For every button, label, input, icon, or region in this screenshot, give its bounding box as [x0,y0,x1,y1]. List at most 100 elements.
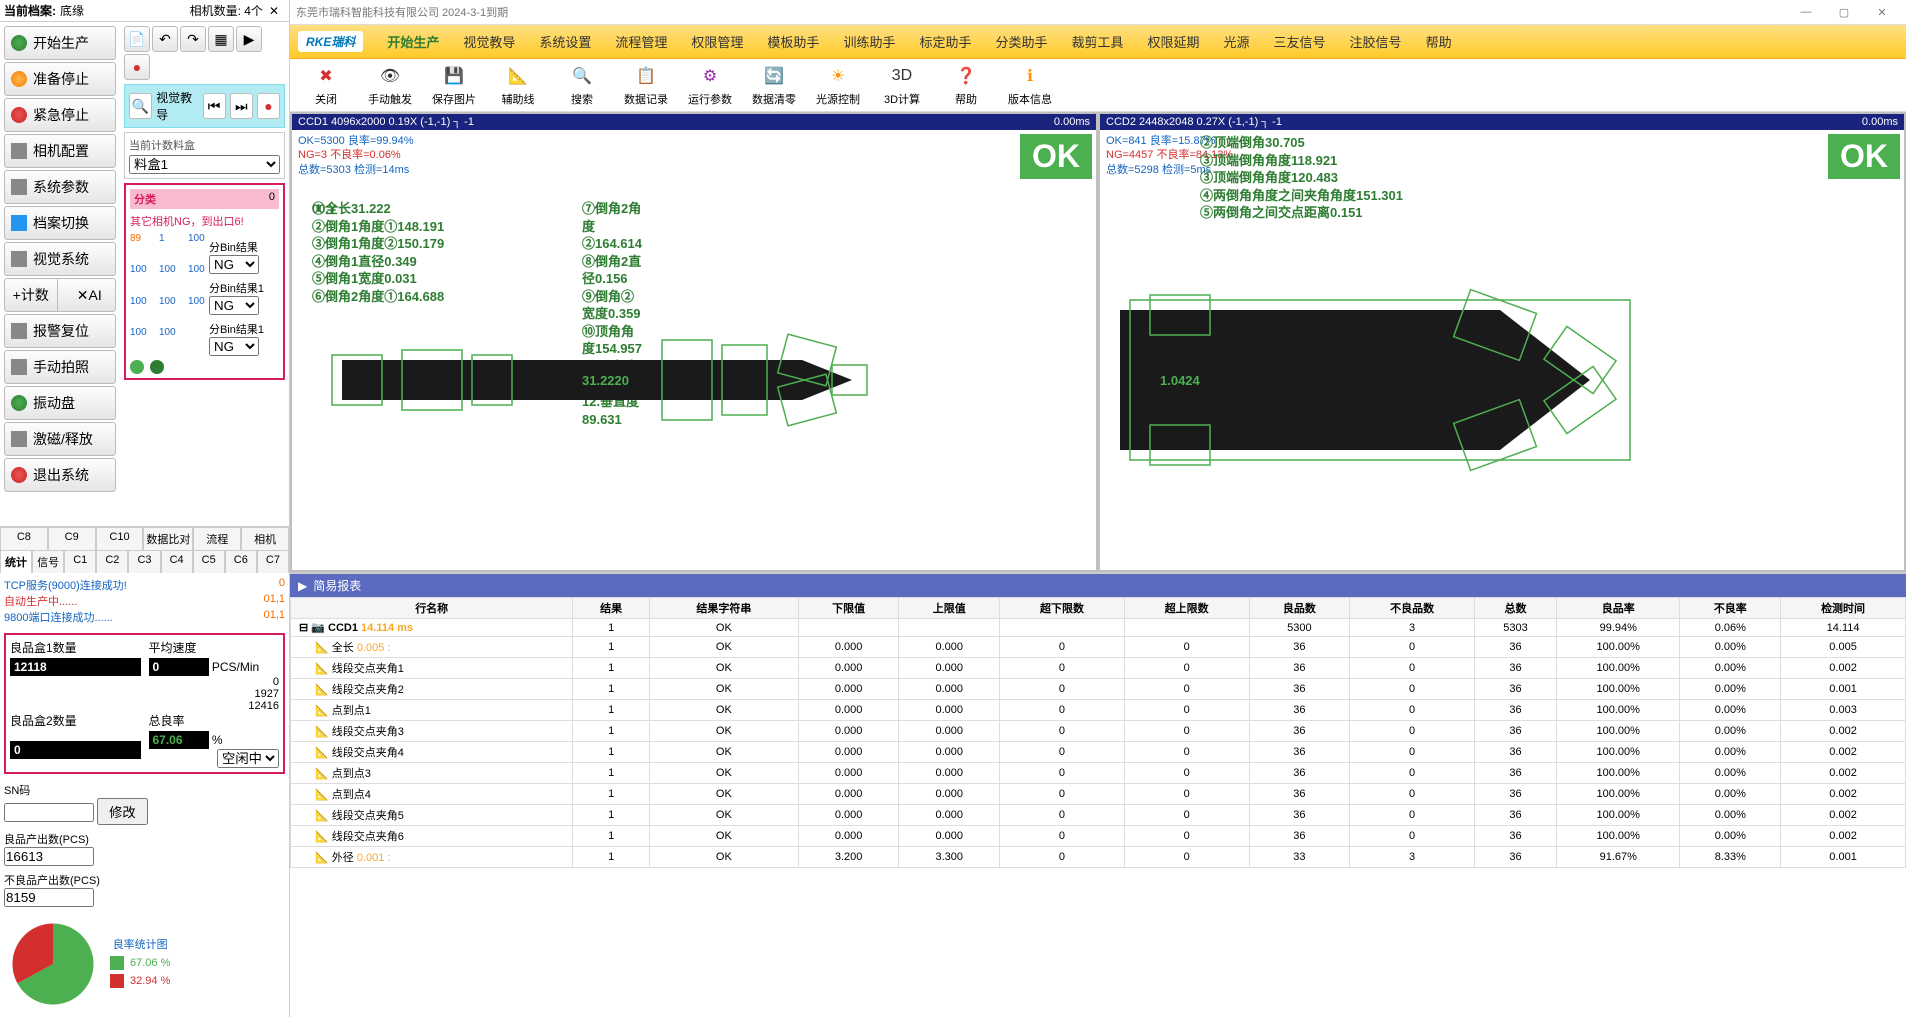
count-ai-button[interactable]: +计数✕AI [4,278,116,312]
avg-value: 0 [149,658,209,676]
menu-7[interactable]: 标定助手 [907,26,983,57]
idle-select[interactable]: 空闲中 [217,749,279,768]
menu-12[interactable]: 三友信号 [1262,26,1338,57]
tab-C5[interactable]: C5 [193,550,225,573]
menu-8[interactable]: 分类助手 [983,26,1059,57]
maximize-icon[interactable]: ▢ [1826,2,1862,22]
tab-流程[interactable]: 流程 [193,527,241,550]
data-clear-button[interactable]: 🔄数据清零 [746,63,802,107]
tab-C4[interactable]: C4 [161,550,193,573]
tab-C8[interactable]: C8 [0,527,48,550]
menu-3[interactable]: 流程管理 [603,26,679,57]
table-row[interactable]: 📐 线段交点夹角61OK0.0000.0000036036100.00%0.00… [291,826,1906,847]
table-row[interactable]: 📐 线段交点夹角21OK0.0000.0000036036100.00%0.00… [291,679,1906,700]
menu-2[interactable]: 系统设置 [527,26,603,57]
menu-14[interactable]: 帮助 [1414,26,1464,57]
close-window-icon[interactable]: ✕ [1864,2,1900,22]
prep-stop-button[interactable]: 准备停止 [4,62,116,96]
tab-数据比对[interactable]: 数据比对 [143,527,193,550]
save-img-button[interactable]: 💾保存图片 [426,63,482,107]
tab-C3[interactable]: C3 [128,550,160,573]
close-button[interactable]: ✖关闭 [298,63,354,107]
tab-C6[interactable]: C6 [225,550,257,573]
manual-trigger-button[interactable]: 👁手动触发 [362,63,418,107]
rate-label: 总良率 [149,712,280,729]
count-select[interactable]: 料盒1 [129,155,280,174]
ok-badge: OK [1828,134,1900,179]
tab-C9[interactable]: C9 [48,527,96,550]
table-row[interactable]: 📐 线段交点夹角41OK0.0000.0000036036100.00%0.00… [291,742,1906,763]
table-row[interactable]: 📐 全长 0.005 :1OK0.0000.0000036036100.00%0… [291,637,1906,658]
ver-info-button[interactable]: ℹ版本信息 [1002,63,1058,107]
sn-input[interactable] [4,803,94,822]
close-icon[interactable]: ✕ [263,4,285,18]
menu-4[interactable]: 权限管理 [679,26,755,57]
tab-统计[interactable]: 统计 [0,550,32,573]
vision-sys-button[interactable]: 视觉系统 [4,242,116,276]
menu-9[interactable]: 裁剪工具 [1059,26,1135,57]
aux-line-button[interactable]: 📐辅助线 [490,63,546,107]
record-icon[interactable]: ● [124,54,150,80]
teach-label: 视觉教导 [156,89,198,123]
table-row[interactable]: 📐 线段交点夹角31OK0.0000.0000036036100.00%0.00… [291,721,1906,742]
search-button[interactable]: 🔍搜索 [554,63,610,107]
tab-C1[interactable]: C1 [64,550,96,573]
new-icon[interactable]: 📄 [124,26,150,52]
alarm-reset-button[interactable]: 报警复位 [4,314,116,348]
tab-相机[interactable]: 相机 [241,527,289,550]
collapse-icon[interactable]: ▶ [298,579,307,593]
table-row[interactable]: 📐 点到点41OK0.0000.0000036036100.00%0.00%0.… [291,784,1906,805]
good-out-input[interactable] [4,847,94,866]
prev-icon[interactable]: ⏮ [203,93,226,119]
table-row[interactable]: 📐 线段交点夹角51OK0.0000.0000036036100.00%0.00… [291,805,1906,826]
menu-11[interactable]: 光源 [1212,26,1262,57]
next-icon[interactable]: ⏭ [230,93,253,119]
exit-sys-button[interactable]: 退出系统 [4,458,116,492]
left-panel: 当前档案: 底缘 相机数量: 4个 ✕ 开始生产准备停止紧急停止相机配置系统参数… [0,0,290,1017]
redo-icon[interactable]: ↷ [180,26,206,52]
grid-icon[interactable]: ▦ [208,26,234,52]
cam-config-button[interactable]: 相机配置 [4,134,116,168]
zoom-icon[interactable]: 🔍 [129,93,152,119]
run-params-button[interactable]: ⚙运行参数 [682,63,738,107]
table-row[interactable]: 📐 点到点11OK0.0000.0000036036100.00%0.00%0.… [291,700,1906,721]
menu-5[interactable]: 模板助手 [755,26,831,57]
play-icon[interactable]: ▶ [236,26,262,52]
tab-C2[interactable]: C2 [96,550,128,573]
report-area: ▶简易报表 行名称结果结果字符串下限值上限值超下限数超上限数良品数不良品数总数良… [290,572,1906,1017]
menu-0[interactable]: 开始生产 [375,26,451,57]
svg-text:31.2220: 31.2220 [582,373,629,388]
count-label: 当前计数料盒 [129,137,280,153]
help-button[interactable]: ❓帮助 [938,63,994,107]
table-row[interactable]: ⊟ 📷 CCD1 14.114 ms1OK53003530399.94%0.06… [291,619,1906,637]
sys-params-button[interactable]: 系统参数 [4,170,116,204]
modify-button[interactable]: 修改 [97,798,148,825]
tab-C10[interactable]: C10 [96,527,144,550]
part-silhouette-1: 31.2220 [322,320,882,440]
rec2-icon[interactable]: ● [257,93,280,119]
demag-button[interactable]: 激磁/释放 [4,422,116,456]
data-log-button[interactable]: 📋数据记录 [618,63,674,107]
bad-out-input[interactable] [4,888,94,907]
menu-10[interactable]: 权限延期 [1136,26,1212,57]
manual-photo-button[interactable]: 手动拍照 [4,350,116,384]
3d-calc-button[interactable]: 3D3D计算 [874,63,930,107]
menu-1[interactable]: 视觉教导 [451,26,527,57]
minimize-icon[interactable]: — [1788,2,1824,22]
menu-6[interactable]: 训练助手 [831,26,907,57]
undo-icon[interactable]: ↶ [152,26,178,52]
table-row[interactable]: 📐 线段交点夹角11OK0.0000.0000036036100.00%0.00… [291,658,1906,679]
tab-信号[interactable]: 信号 [32,550,64,573]
vibrate-button[interactable]: 振动盘 [4,386,116,420]
start-prod-button[interactable]: 开始生产 [4,26,116,60]
table-row[interactable]: 📐 点到点31OK0.0000.0000036036100.00%0.00%0.… [291,763,1906,784]
emerg-stop-button[interactable]: 紧急停止 [4,98,116,132]
report-title: 简易报表 [313,577,361,594]
light-ctrl-button[interactable]: ☀光源控制 [810,63,866,107]
tab-C7[interactable]: C7 [257,550,289,573]
svg-text:1.0424: 1.0424 [1160,373,1201,388]
menu-13[interactable]: 注胶信号 [1338,26,1414,57]
file-switch-button[interactable]: 档案切换 [4,206,116,240]
camera-count: 相机数量: 4个 [190,2,263,19]
table-row[interactable]: 📐 外径 0.001 :1OK3.2003.300003333691.67%8.… [291,847,1906,868]
